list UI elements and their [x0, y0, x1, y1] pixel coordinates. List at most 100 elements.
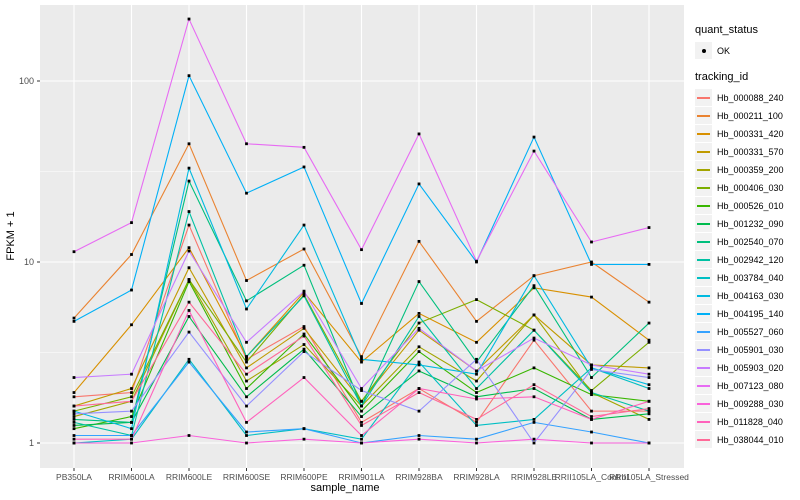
data-point-marker — [72, 415, 76, 418]
data-point-marker — [187, 210, 191, 213]
data-point-marker — [187, 249, 191, 253]
legend-item-label: Hb_000526_010 — [717, 200, 784, 211]
data-point-marker — [72, 316, 76, 320]
y-tick-label: 1 — [29, 438, 34, 448]
data-point-marker — [417, 239, 421, 243]
series-color-swatch — [697, 204, 710, 207]
data-point-marker — [72, 409, 76, 413]
data-point-marker — [532, 383, 536, 387]
data-point-marker — [302, 427, 306, 431]
data-point-marker — [647, 399, 651, 403]
y-tick-label: 100 — [19, 76, 34, 86]
line-key-icon — [695, 233, 712, 250]
legend-item-label: Hb_002540_070 — [717, 236, 784, 247]
data-point-marker — [417, 350, 421, 353]
data-point-marker — [417, 360, 421, 364]
series-color-swatch — [697, 438, 710, 441]
legend-item-label: Hb_000211_100 — [717, 110, 783, 121]
line-key-icon — [695, 251, 712, 268]
legend-item-Hb_000331_570: Hb_000331_570 — [695, 143, 800, 160]
data-point-marker — [532, 274, 536, 278]
data-point-marker — [130, 391, 133, 394]
series-color-swatch — [697, 240, 710, 243]
data-point-marker — [302, 263, 306, 267]
data-point-marker — [417, 434, 421, 437]
data-point-marker — [417, 326, 421, 330]
data-point-marker — [360, 387, 363, 390]
tracking-id-legend-title: tracking_id — [695, 71, 749, 83]
data-point-marker — [360, 441, 363, 445]
data-point-marker — [72, 437, 76, 441]
data-point-marker — [130, 415, 133, 418]
data-point-marker — [72, 376, 76, 379]
data-point-marker — [302, 325, 306, 328]
series-color-swatch — [697, 150, 710, 153]
data-point-marker — [417, 409, 421, 413]
legend-item-Hb_005527_060: Hb_005527_060 — [695, 323, 800, 340]
data-point-marker — [590, 389, 593, 392]
data-point-marker — [475, 441, 478, 445]
data-point-marker — [245, 355, 248, 359]
data-point-marker — [417, 387, 421, 390]
data-point-marker — [532, 338, 536, 342]
data-point-marker — [245, 366, 248, 370]
data-point-marker — [475, 360, 478, 364]
data-point-marker — [302, 326, 306, 330]
data-point-marker — [130, 323, 133, 327]
data-point-marker — [590, 262, 593, 266]
data-point-marker — [647, 372, 651, 376]
data-point-marker — [130, 399, 133, 403]
data-point-marker — [647, 376, 651, 379]
data-point-marker — [647, 262, 651, 266]
data-point-marker — [647, 340, 651, 344]
data-point-marker — [475, 379, 478, 383]
line-key-icon — [695, 431, 712, 448]
series-color-swatch — [697, 132, 710, 135]
data-point-marker — [475, 387, 478, 390]
data-point-marker — [302, 332, 306, 336]
data-point-marker — [417, 280, 421, 283]
line-key-icon — [695, 323, 712, 340]
data-point-marker — [417, 315, 421, 318]
data-point-marker — [245, 307, 248, 311]
data-point-marker — [130, 253, 133, 256]
data-point-marker — [590, 393, 593, 397]
data-point-marker — [590, 368, 593, 371]
data-point-marker — [360, 302, 363, 305]
legend-item-label: Hb_000359_200 — [717, 164, 784, 175]
data-point-marker — [245, 142, 248, 146]
legend-item-label: Hb_000088_240 — [717, 92, 784, 103]
data-point-marker — [245, 441, 248, 445]
x-tick-label: RRIM928LE — [511, 472, 558, 482]
line-key-icon — [695, 161, 712, 178]
data-point-marker — [647, 387, 651, 390]
legend-item-label: Hb_011828_040 — [717, 416, 783, 427]
data-point-marker — [360, 357, 363, 361]
data-point-marker — [130, 387, 133, 390]
data-point-marker — [417, 328, 421, 332]
data-point-marker — [417, 182, 421, 186]
data-point-marker — [130, 420, 133, 424]
data-point-marker — [302, 289, 306, 293]
x-tick-label: RRIM928LA — [453, 472, 500, 482]
x-tick-label: PB350LA — [56, 472, 92, 482]
tracking-id-legend-items: Hb_000088_240 Hb_000211_100 Hb_000331_420 H… — [695, 89, 800, 448]
data-point-marker — [360, 404, 363, 408]
data-point-marker — [130, 395, 133, 399]
series-color-swatch — [697, 312, 710, 315]
data-point-marker — [130, 437, 133, 441]
line-key-icon — [695, 413, 712, 430]
data-point-marker — [72, 420, 76, 424]
data-point-marker — [532, 286, 536, 290]
data-point-marker — [475, 319, 478, 323]
data-point-marker — [647, 383, 651, 387]
legend-item-ok: OK — [695, 42, 800, 59]
data-point-marker — [130, 441, 133, 445]
data-point-marker — [360, 399, 363, 403]
data-point-marker — [532, 135, 536, 139]
data-point-marker — [187, 278, 191, 281]
data-point-marker — [360, 437, 363, 441]
data-point-marker — [475, 437, 478, 441]
data-point-marker — [72, 418, 76, 421]
